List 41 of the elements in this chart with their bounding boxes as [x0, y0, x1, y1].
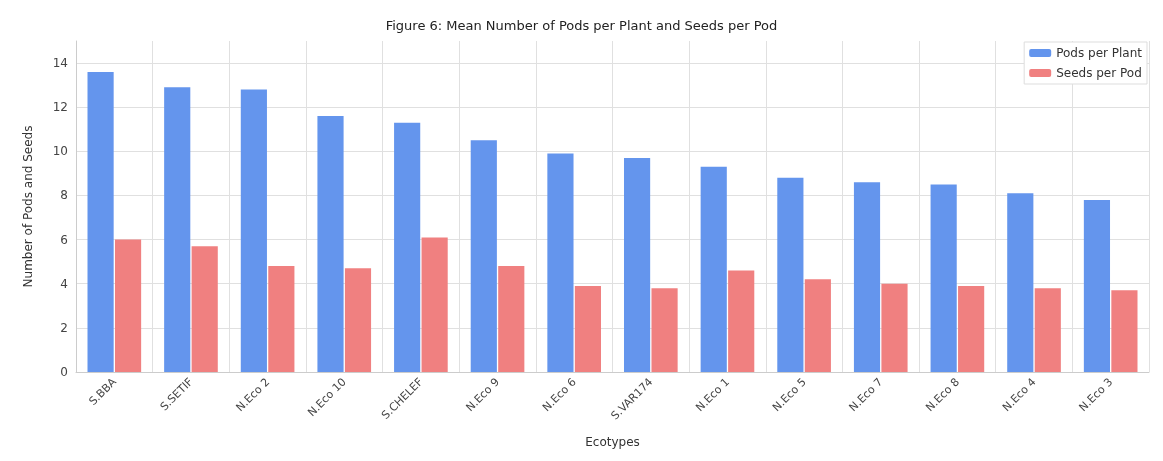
legend-label: Pods per Plant: [1056, 46, 1143, 60]
y-tick-label: 6: [60, 232, 68, 247]
bar: [853, 182, 881, 372]
bar: [421, 237, 448, 372]
bar: [1111, 290, 1138, 372]
bar: [164, 87, 191, 372]
y-tick-label: 2: [60, 320, 68, 335]
y-tick-label: 14: [52, 56, 68, 71]
legend-label: Seeds per Pod: [1056, 66, 1142, 80]
bar: [87, 71, 114, 372]
bar: [777, 177, 804, 372]
bar: [317, 116, 344, 372]
bar: [268, 266, 295, 372]
y-axis-title: Number of Pods and Seeds: [21, 125, 35, 288]
y-tick-label: 10: [52, 144, 68, 159]
y-tick-label: 12: [52, 100, 68, 115]
bar: [240, 89, 267, 372]
bar: [651, 288, 678, 372]
bar: [804, 279, 831, 372]
bar: [1083, 199, 1111, 372]
bar: [624, 157, 651, 372]
bar: [394, 122, 421, 372]
bar: [958, 285, 985, 372]
x-axis-title: Ecotypes: [585, 435, 640, 449]
y-tick-label: 4: [60, 276, 68, 291]
bar: [547, 153, 574, 372]
bar: [344, 268, 372, 372]
bar: [1034, 288, 1061, 372]
bar: [728, 270, 755, 372]
bar: [191, 246, 218, 372]
y-tick-label: 8: [60, 188, 68, 203]
y-tick-label: 0: [60, 365, 68, 379]
chart-title: Figure 6: Mean Number of Pods per Plant and Seeds per Pod: [385, 18, 778, 33]
bar: [114, 239, 142, 372]
bar: [470, 140, 497, 372]
bar: [700, 166, 727, 372]
bar: [930, 184, 957, 372]
bar: [1007, 193, 1034, 372]
bar: [498, 266, 525, 372]
bar: [881, 283, 908, 372]
bar: [574, 285, 601, 372]
